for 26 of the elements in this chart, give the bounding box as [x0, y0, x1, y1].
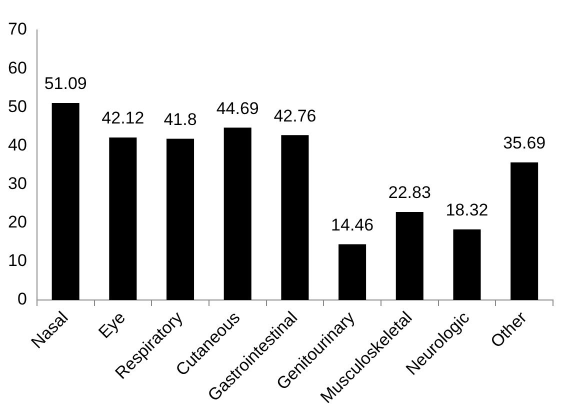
data-label: 41.8: [164, 110, 197, 129]
bar: [453, 229, 481, 300]
data-label: 42.76: [274, 106, 316, 126]
bar: [338, 244, 366, 300]
bar: [510, 162, 538, 300]
data-label: 44.69: [216, 98, 259, 118]
bar: [52, 102, 80, 300]
bar: [224, 128, 252, 300]
bar: [166, 138, 194, 300]
y-tick-label: 70: [8, 20, 27, 39]
y-tick-label: 10: [8, 251, 27, 270]
data-label: 35.69: [503, 134, 546, 153]
bar: [109, 138, 137, 300]
data-label: 22.83: [388, 183, 431, 202]
data-label: 14.46: [331, 215, 374, 234]
y-tick-label: 50: [8, 96, 27, 116]
y-tick-label: 20: [8, 212, 27, 232]
bar: [396, 212, 424, 300]
y-tick-label: 60: [8, 58, 27, 78]
data-label: 42.12: [102, 108, 144, 128]
y-tick-label: 30: [8, 174, 27, 194]
data-label: 18.32: [446, 200, 488, 220]
data-label: 51.09: [44, 74, 87, 94]
bar: [281, 135, 309, 300]
y-tick-label: 0: [17, 290, 27, 309]
y-tick-label: 40: [8, 135, 27, 154]
